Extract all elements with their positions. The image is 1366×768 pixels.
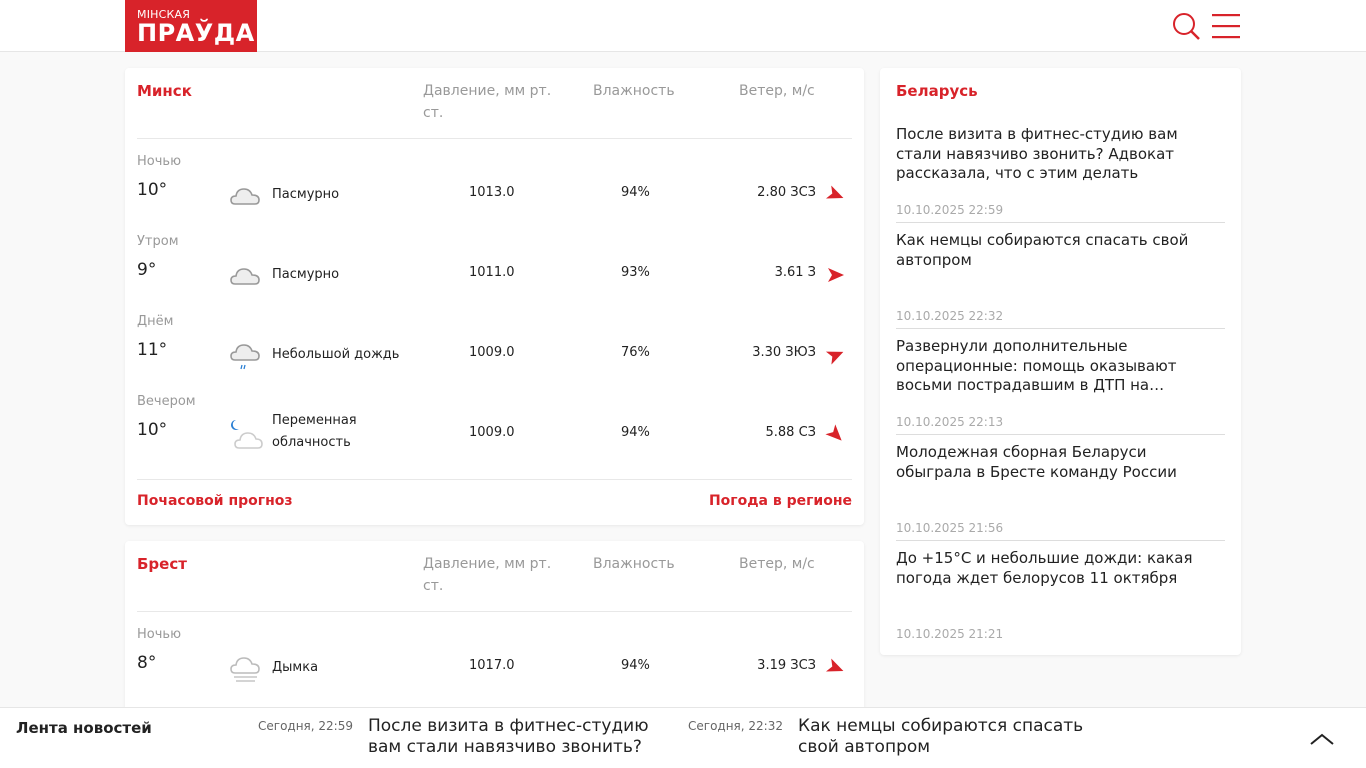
humidity-value: 76% — [621, 345, 650, 360]
news-title[interactable]: После визита в фитнес-студию вам стали н… — [896, 125, 1178, 182]
period-label: Вечером — [137, 394, 196, 409]
ticker-time: Сегодня, 22:59 — [258, 719, 353, 733]
menu-icon[interactable] — [1212, 12, 1240, 40]
humidity-value: 94% — [621, 185, 650, 200]
weather-description: Небольшой дождь — [272, 347, 400, 362]
region-weather-link[interactable]: Погода в регионе — [708, 493, 852, 509]
pressure-value: 1011.0 — [469, 265, 515, 280]
wind-value: 3.30 ЗЮЗ — [752, 345, 816, 360]
forecast-row: Ночью 10° Пасмурно 1013.0 94% 2.80 ЗСЗ — [137, 154, 852, 234]
weather-card-minsk: Минск Давление, мм рт. ст. Влажность Ветер,… — [125, 68, 864, 525]
forecast-row: Утром 9° Пасмурно 1011.0 93% 3.61 З — [137, 234, 852, 314]
city-name[interactable]: Минск — [137, 82, 192, 100]
news-title[interactable]: До +15°C и небольшие дожди: какая погода… — [896, 549, 1193, 587]
divider — [137, 138, 852, 139]
column-header-wind: Ветер, м/с — [739, 556, 815, 572]
divider — [896, 540, 1225, 541]
news-date: 10.10.2025 22:59 — [896, 203, 1004, 217]
weather-description: Переменная облачность — [272, 413, 357, 450]
ticker-item[interactable]: После визита в фитнес-студию вам стали н… — [368, 716, 649, 757]
column-header-wind: Ветер, м/с — [739, 83, 815, 99]
news-panel-title[interactable]: Беларусь — [896, 82, 978, 100]
column-header-pressure: Давление, мм рт. ст. — [423, 556, 552, 594]
pressure-value: 1009.0 — [469, 345, 515, 360]
column-header-humidity: Влажность — [593, 83, 675, 99]
temperature: 10° — [137, 420, 168, 440]
wind-direction-arrow-icon — [825, 185, 844, 201]
cloud-rain-icon — [229, 338, 263, 372]
news-date: 10.10.2025 21:56 — [896, 521, 1004, 535]
news-item: Как немцы собираются спасать свой автопр… — [896, 231, 1225, 337]
news-title[interactable]: Молодежная сборная Беларуси обыграла в Б… — [896, 443, 1177, 481]
city-name[interactable]: Брест — [137, 555, 187, 573]
cloud-icon — [229, 178, 263, 212]
divider — [137, 479, 852, 480]
ticker-time: Сегодня, 22:32 — [688, 719, 783, 733]
temperature: 10° — [137, 180, 168, 200]
wind-value: 3.19 ЗСЗ — [757, 658, 816, 673]
forecast-row: Днём 11° Небольшой дождь 1009.0 76% 3.30 ЗЮЗ — [137, 314, 852, 394]
weather-description: Пасмурно — [272, 187, 340, 202]
forecast-row: Ночью 8° Дымка 1017.0 94% 3.19 ЗСЗ — [137, 627, 852, 707]
divider — [896, 222, 1225, 223]
pressure-value: 1013.0 — [469, 185, 515, 200]
humidity-value: 94% — [621, 658, 650, 673]
logo[interactable]: МІНСКАЯ ПРАЎДА — [125, 0, 257, 52]
pressure-value: 1009.0 — [469, 425, 515, 440]
divider — [896, 434, 1225, 435]
ticker-label: Лента новостей — [16, 719, 152, 737]
news-date: 10.10.2025 22:32 — [896, 309, 1004, 323]
ticker-item[interactable]: Как немцы собираются спасать свой автопр… — [798, 716, 1084, 757]
chevron-up-icon[interactable] — [1309, 732, 1335, 746]
humidity-value: 94% — [621, 425, 650, 440]
cloud-icon — [229, 258, 263, 292]
column-header-pressure: Давление, мм рт. ст. — [423, 83, 552, 121]
wind-value: 5.88 СЗ — [765, 425, 817, 440]
wind-direction-arrow-icon — [825, 658, 844, 674]
news-item: До +15°C и небольшие дожди: какая погода… — [896, 549, 1225, 655]
weather-description: Пасмурно — [272, 267, 340, 282]
pressure-value: 1017.0 — [469, 658, 515, 673]
weather-description: Дымка — [272, 660, 319, 675]
news-item: Развернули дополнительные операционные: … — [896, 337, 1225, 443]
wind-direction-arrow-icon — [825, 347, 844, 365]
fog-icon — [229, 651, 263, 685]
news-panel: Беларусь После визита в фитнес-студию ва… — [880, 68, 1241, 655]
logo-line2: ПРАЎДА — [137, 19, 255, 47]
news-date: 10.10.2025 21:21 — [896, 627, 1004, 641]
period-label: Ночью — [137, 154, 182, 169]
moon-cloud-icon — [229, 418, 263, 452]
wind-value: 3.61 З — [774, 265, 816, 280]
news-item: После визита в фитнес-студию вам стали н… — [896, 125, 1225, 231]
news-date: 10.10.2025 22:13 — [896, 415, 1004, 429]
temperature: 9° — [137, 260, 157, 280]
forecast-row: Вечером 10° Переменная облачность 1009.0 94%… — [137, 394, 852, 474]
hourly-forecast-link[interactable]: Почасовой прогноз — [137, 493, 293, 509]
news-item: Молодежная сборная Беларуси обыграла в Б… — [896, 443, 1225, 549]
divider — [137, 611, 852, 612]
wind-value: 2.80 ЗСЗ — [757, 185, 816, 200]
wind-direction-arrow-icon — [828, 267, 844, 282]
logo-line1: МІНСКАЯ — [137, 8, 191, 21]
news-title[interactable]: Развернули дополнительные операционные: … — [896, 337, 1177, 394]
column-header-humidity: Влажность — [593, 556, 675, 572]
period-label: Ночью — [137, 627, 182, 642]
period-label: Утром — [137, 234, 179, 249]
news-title[interactable]: Как немцы собираются спасать свой автопр… — [896, 231, 1189, 269]
period-label: Днём — [137, 314, 174, 329]
humidity-value: 93% — [621, 265, 650, 280]
news-ticker: Лента новостей Сегодня, 22:59 После визи… — [0, 707, 1366, 768]
temperature: 8° — [137, 653, 157, 673]
temperature: 11° — [137, 340, 168, 360]
search-icon[interactable] — [1172, 12, 1200, 40]
wind-direction-arrow-icon — [825, 424, 844, 441]
divider — [896, 328, 1225, 329]
header: МІНСКАЯ ПРАЎДА — [0, 0, 1366, 52]
